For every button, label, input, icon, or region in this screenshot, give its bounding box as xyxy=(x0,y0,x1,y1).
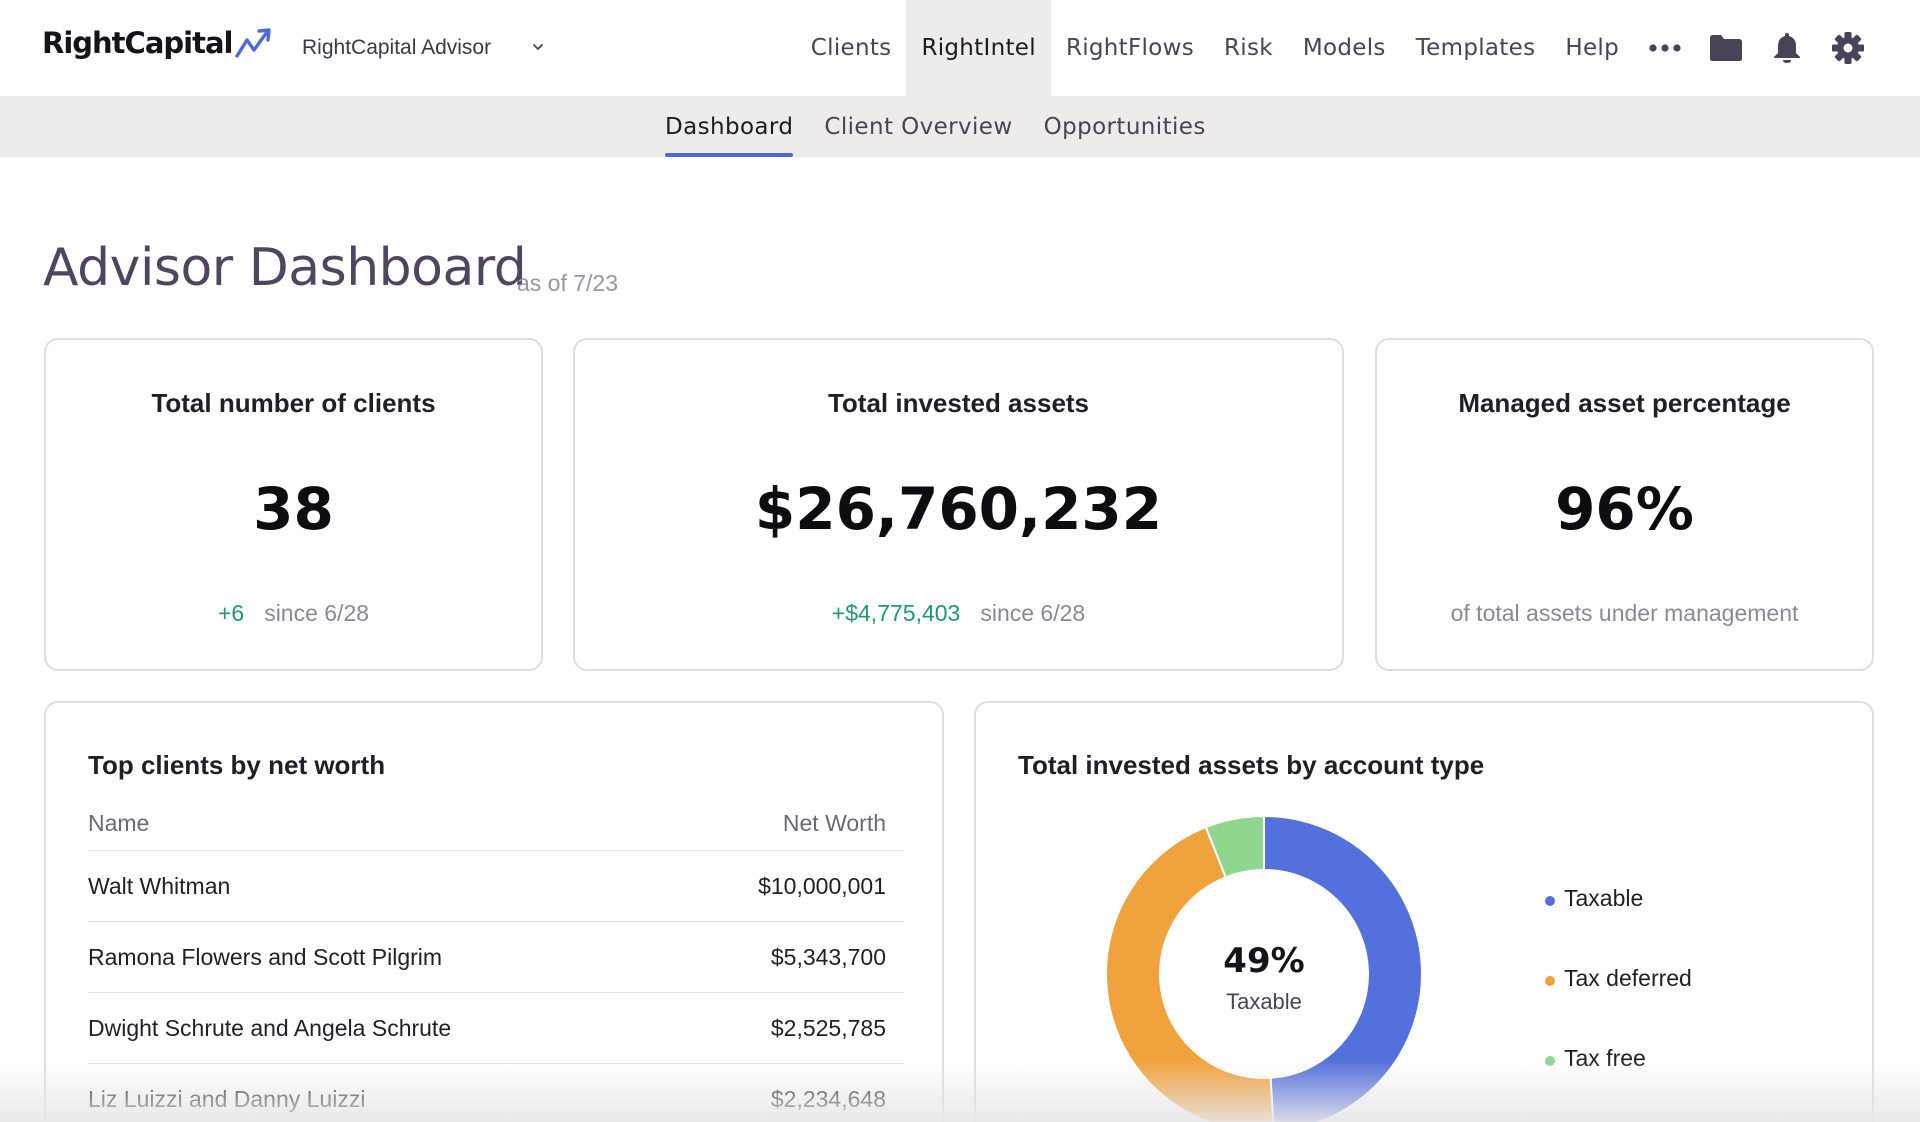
stat-value: 38 xyxy=(253,475,334,543)
bell-icon[interactable] xyxy=(1756,0,1817,96)
legend-item-tax-free[interactable]: Tax free xyxy=(1545,1043,1692,1073)
brand-logo-text: RightCapital xyxy=(42,26,233,60)
legend-swatch xyxy=(1545,895,1555,906)
top-clients-table: Name Net Worth Walt Whitman $10,000,001 … xyxy=(88,807,904,1122)
tab-dashboard[interactable]: Dashboard xyxy=(665,96,794,157)
column-header-name[interactable]: Name xyxy=(88,810,150,836)
chart-legend: Taxable Tax deferred Tax free xyxy=(1545,883,1692,1122)
tab-client-overview[interactable]: Client Overview xyxy=(824,113,1013,140)
table-row[interactable]: Walt Whitman $10,000,001 xyxy=(88,851,904,922)
stat-value: 96% xyxy=(1555,475,1694,543)
client-name[interactable]: Ramona Flowers and Scott Pilgrim xyxy=(88,943,443,970)
gear-icon[interactable] xyxy=(1817,0,1878,96)
client-name[interactable]: Liz Luizzi and Danny Luizzi xyxy=(88,1085,366,1112)
stat-since: since 6/28 xyxy=(980,600,1086,626)
tab-opportunities[interactable]: Opportunities xyxy=(1043,113,1206,140)
chart-title: Total invested assets by account type xyxy=(1018,750,1485,780)
client-net-worth: $2,234,648 xyxy=(770,1085,886,1112)
nav-item-risk[interactable]: Risk xyxy=(1224,35,1273,61)
donut-center-value: 49% xyxy=(1223,941,1305,981)
folder-icon[interactable] xyxy=(1695,0,1756,96)
stat-footnote: of total assets under management xyxy=(1450,600,1799,626)
legend-item-tax-deferred[interactable]: Tax deferred xyxy=(1545,963,1692,993)
stat-card-total-invested-assets: Total invested assets $26,760,232 +$4,77… xyxy=(573,338,1344,671)
main-nav: Clients RightIntel RightFlows Risk Model… xyxy=(796,0,1920,96)
stat-value: $26,760,232 xyxy=(754,475,1163,543)
page-title: Advisor Dashboard xyxy=(43,238,527,298)
nav-item-models[interactable]: Models xyxy=(1302,35,1386,61)
nav-item-rightflows[interactable]: RightFlows xyxy=(1065,35,1194,61)
table-row[interactable]: Ramona Flowers and Scott Pilgrim $5,343,… xyxy=(88,922,904,993)
stat-footer: +$4,775,403 since 6/28 xyxy=(575,600,1342,627)
client-net-worth: $5,343,700 xyxy=(770,943,886,970)
table-header: Name Net Worth xyxy=(88,807,904,851)
as-of-date: as of 7/23 xyxy=(517,270,619,296)
stat-delta: +6 xyxy=(217,600,245,626)
legend-label: Tax free xyxy=(1564,1044,1646,1071)
chevron-down-icon xyxy=(533,44,543,51)
advisor-select-value: RightCapital Advisor xyxy=(302,36,492,59)
table-row[interactable]: Liz Luizzi and Danny Luizzi $2,234,648 xyxy=(88,1064,904,1122)
stat-card-total-clients: Total number of clients 38 +6 since 6/28 xyxy=(44,338,543,671)
card-heading: Top clients by net worth xyxy=(88,750,386,780)
donut-center: 49% Taxable xyxy=(1103,941,1425,1015)
sub-navigation-bar: Dashboard Client Overview Opportunities xyxy=(0,96,1920,157)
top-navigation-bar: RightCapital RightCapital Advisor Client… xyxy=(0,0,1920,96)
nav-item-rightintel[interactable]: RightIntel xyxy=(906,0,1051,96)
stat-title: Total invested assets xyxy=(827,388,1090,418)
client-name[interactable]: Walt Whitman xyxy=(88,872,231,899)
nav-item-help[interactable]: Help xyxy=(1565,35,1619,61)
stat-since: since 6/28 xyxy=(264,600,370,626)
donut-slice-tax-free[interactable] xyxy=(1204,814,1265,879)
donut-chart-svg xyxy=(1105,814,1423,1122)
client-net-worth: $2,525,785 xyxy=(770,1014,886,1041)
legend-item-taxable[interactable]: Taxable xyxy=(1545,883,1692,913)
stat-delta: +$4,775,403 xyxy=(831,600,961,626)
top-clients-card: Top clients by net worth Name Net Worth … xyxy=(44,701,944,1122)
legend-label: Tax deferred xyxy=(1564,964,1692,991)
trend-arrow-icon xyxy=(235,28,272,58)
legend-label: Taxable xyxy=(1564,884,1644,911)
legend-swatch xyxy=(1545,1055,1555,1066)
stat-title: Total number of clients xyxy=(151,388,436,418)
stat-card-managed-asset-percentage: Managed asset percentage 96% of total as… xyxy=(1375,338,1874,671)
brand-logo[interactable]: RightCapital xyxy=(42,26,274,60)
assets-by-account-type-card: Total invested assets by account type 49… xyxy=(974,701,1874,1122)
more-horizontal-icon[interactable] xyxy=(1634,0,1695,96)
client-name[interactable]: Dwight Schrute and Angela Schrute xyxy=(88,1014,452,1041)
advisor-select[interactable]: RightCapital Advisor xyxy=(302,36,543,60)
stat-title: Managed asset percentage xyxy=(1458,388,1791,418)
column-header-net-worth[interactable]: Net Worth xyxy=(782,810,886,836)
legend-swatch xyxy=(1545,975,1555,986)
table-row[interactable]: Dwight Schrute and Angela Schrute $2,525… xyxy=(88,993,904,1064)
nav-item-clients[interactable]: Clients xyxy=(810,35,892,61)
donut-slice-taxable[interactable] xyxy=(1263,814,1423,1122)
donut-center-label: Taxable xyxy=(1226,989,1302,1014)
client-net-worth: $10,000,001 xyxy=(758,872,886,899)
nav-item-templates[interactable]: Templates xyxy=(1415,35,1536,61)
donut-chart: 49% Taxable xyxy=(1103,813,1425,1122)
stat-footer: +6 since 6/28 xyxy=(46,600,541,627)
